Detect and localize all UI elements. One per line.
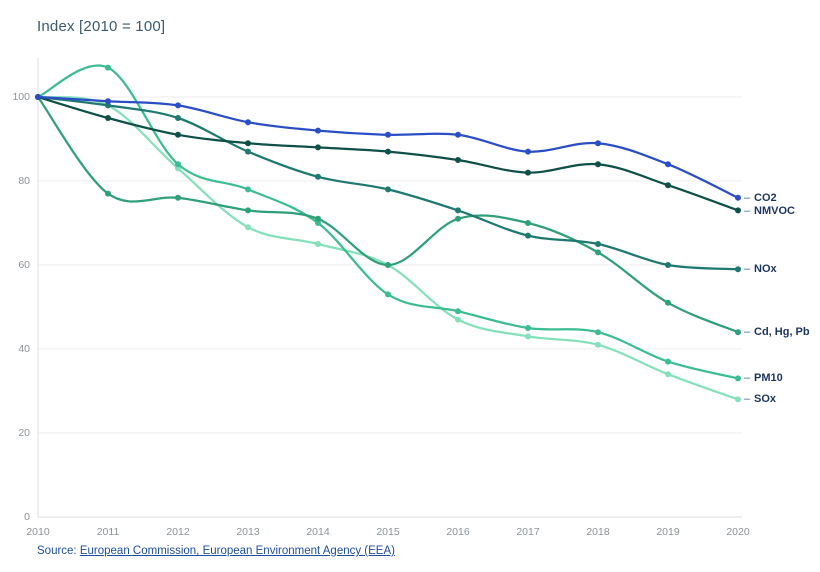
- y-tick-label-60: 60: [18, 259, 30, 271]
- x-tick-label-2020: 2020: [726, 526, 750, 538]
- series-label-dash-nmvoc: –: [744, 204, 751, 217]
- data-point-cd-hg-pb-2020[interactable]: [735, 329, 741, 336]
- data-point-nox-2014[interactable]: [315, 173, 321, 180]
- data-point-nox-2016[interactable]: [455, 207, 461, 214]
- data-point-cd-hg-pb-2017[interactable]: [525, 220, 531, 226]
- series-label-dash-cd-hg-pb: –: [744, 326, 751, 339]
- data-point-co2-2011[interactable]: [105, 98, 111, 105]
- data-point-cd-hg-pb-2018[interactable]: [595, 249, 601, 256]
- data-point-co2-2020[interactable]: [735, 194, 741, 201]
- data-point-cd-hg-pb-2014[interactable]: [315, 215, 321, 222]
- data-point-co2-2015[interactable]: [385, 131, 391, 138]
- series-label-cd-hg-pb: Cd, Hg, Pb: [754, 326, 810, 339]
- data-point-nox-2011[interactable]: [105, 102, 111, 109]
- data-point-pm10-2015[interactable]: [385, 291, 391, 298]
- source-prefix: Source:: [37, 545, 77, 557]
- data-point-sox-2019[interactable]: [665, 371, 671, 378]
- data-point-nox-2018[interactable]: [595, 241, 601, 247]
- data-point-nmvoc-2014[interactable]: [315, 144, 321, 151]
- series-line-nox: [36, 95, 740, 271]
- data-point-cd-hg-pb-2012[interactable]: [175, 194, 181, 201]
- data-point-nmvoc-2018[interactable]: [595, 161, 601, 168]
- series-label-co2: CO2: [754, 191, 777, 204]
- series-label-dash-nox: –: [744, 263, 751, 276]
- data-point-nox-2013[interactable]: [245, 148, 251, 155]
- x-tick-label-2018: 2018: [586, 526, 610, 538]
- series-label-dash-sox: –: [744, 393, 751, 406]
- data-point-sox-2014[interactable]: [315, 241, 321, 247]
- data-point-co2-2010[interactable]: [35, 94, 41, 100]
- series-line-sox: [36, 95, 740, 401]
- source-link[interactable]: European Commission, European Environmen…: [79, 545, 395, 557]
- data-point-nmvoc-2020[interactable]: [735, 207, 741, 214]
- data-point-nmvoc-2019[interactable]: [665, 182, 671, 189]
- series-label-dash-pm10: –: [744, 372, 751, 385]
- data-point-cd-hg-pb-2019[interactable]: [665, 299, 671, 306]
- data-point-pm10-2019[interactable]: [665, 358, 671, 365]
- data-point-nox-2019[interactable]: [665, 262, 671, 268]
- data-point-sox-2013[interactable]: [245, 224, 251, 231]
- data-point-co2-2013[interactable]: [245, 119, 251, 126]
- series-label-nmvoc: NMVOC: [754, 204, 795, 217]
- y-tick-label-100: 100: [12, 91, 30, 103]
- data-point-sox-2020[interactable]: [735, 396, 741, 403]
- series-label-sox: SOx: [754, 393, 777, 406]
- series-label-pm10: PM10: [754, 372, 783, 385]
- x-tick-label-2014: 2014: [306, 526, 330, 538]
- y-tick-label-40: 40: [18, 343, 30, 355]
- data-point-sox-2016[interactable]: [455, 316, 461, 323]
- source-line: Source: European Commission, European En…: [37, 545, 395, 557]
- data-point-cd-hg-pb-2011[interactable]: [105, 190, 111, 197]
- data-point-pm10-2011[interactable]: [105, 64, 111, 71]
- data-point-pm10-2014[interactable]: [315, 220, 321, 226]
- x-tick-label-2012: 2012: [166, 526, 190, 538]
- data-point-sox-2017[interactable]: [525, 333, 531, 340]
- x-tick-label-2011: 2011: [96, 526, 120, 538]
- series-label-dash-co2: –: [744, 191, 751, 204]
- data-point-pm10-2017[interactable]: [525, 325, 531, 331]
- series-line-pm10: [36, 64, 740, 380]
- data-point-pm10-2020[interactable]: [735, 375, 741, 382]
- data-point-nmvoc-2011[interactable]: [105, 115, 111, 121]
- data-point-pm10-2018[interactable]: [595, 329, 601, 336]
- x-tick-label-2013: 2013: [236, 526, 260, 538]
- y-tick-label-20: 20: [18, 427, 30, 439]
- data-point-cd-hg-pb-2015[interactable]: [385, 262, 391, 268]
- data-point-nox-2015[interactable]: [385, 186, 391, 193]
- data-point-sox-2018[interactable]: [595, 341, 601, 348]
- x-tick-label-2015: 2015: [376, 526, 400, 538]
- y-tick-label-0: 0: [24, 511, 30, 523]
- data-point-pm10-2016[interactable]: [455, 308, 461, 315]
- data-point-co2-2016[interactable]: [455, 131, 461, 138]
- data-point-co2-2012[interactable]: [175, 102, 181, 109]
- axis-unit-label: Index [2010 = 100]: [37, 18, 166, 35]
- x-tick-label-2016: 2016: [446, 526, 470, 538]
- data-point-co2-2014[interactable]: [315, 127, 321, 134]
- data-point-pm10-2012[interactable]: [175, 161, 181, 168]
- y-tick-label-80: 80: [18, 175, 30, 187]
- data-point-pm10-2013[interactable]: [245, 186, 251, 193]
- data-point-nmvoc-2016[interactable]: [455, 157, 461, 163]
- data-point-nmvoc-2013[interactable]: [245, 140, 251, 147]
- data-point-co2-2019[interactable]: [665, 161, 671, 168]
- series-label-nox: NOx: [754, 263, 777, 276]
- data-point-nox-2017[interactable]: [525, 232, 531, 239]
- data-point-nmvoc-2015[interactable]: [385, 148, 391, 155]
- data-point-co2-2018[interactable]: [595, 140, 601, 147]
- data-point-nmvoc-2017[interactable]: [525, 169, 531, 176]
- data-point-cd-hg-pb-2013[interactable]: [245, 207, 251, 214]
- x-tick-label-2019: 2019: [656, 526, 680, 538]
- x-tick-label-2017: 2017: [516, 526, 540, 538]
- data-point-cd-hg-pb-2016[interactable]: [455, 215, 461, 222]
- line-chart: [35, 58, 742, 518]
- data-point-nox-2020[interactable]: [735, 266, 741, 273]
- x-tick-label-2010: 2010: [26, 526, 50, 538]
- data-point-nmvoc-2012[interactable]: [175, 131, 181, 138]
- data-point-co2-2017[interactable]: [525, 148, 531, 155]
- data-point-nox-2012[interactable]: [175, 115, 181, 121]
